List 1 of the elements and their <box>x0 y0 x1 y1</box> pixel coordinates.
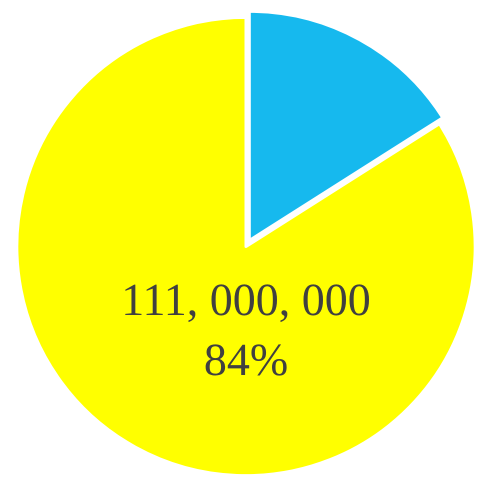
data-label: 111, 000, 000 84% <box>121 274 371 385</box>
